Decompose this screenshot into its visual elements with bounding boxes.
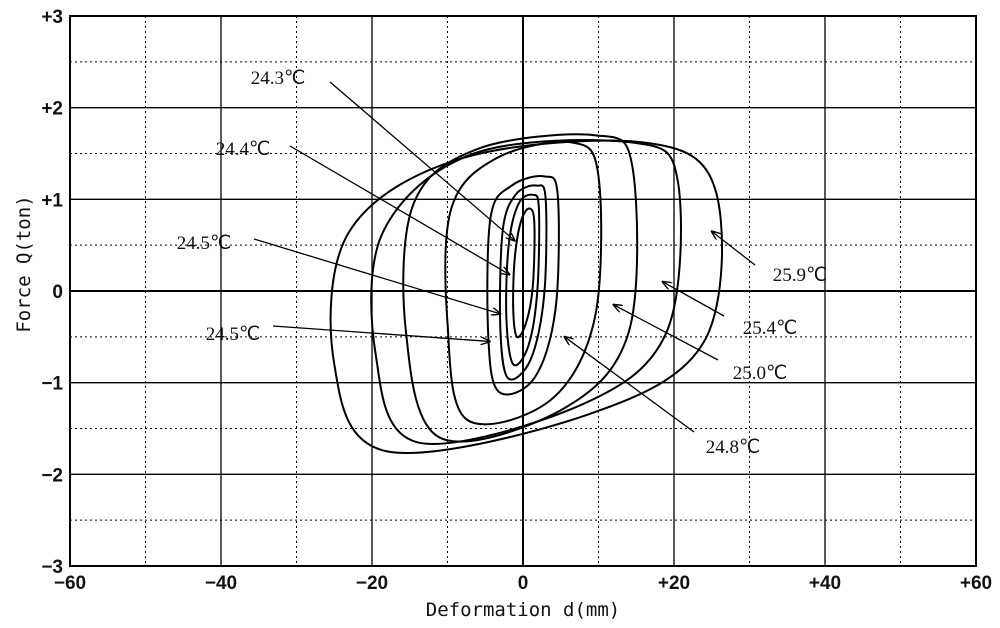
x-tick-label: +20 [658, 573, 690, 594]
x-tick-label: +60 [960, 573, 992, 594]
y-tick-label: 0 [52, 282, 63, 303]
y-tick-label: +3 [41, 7, 63, 28]
series-loop-6 [370, 139, 682, 445]
x-tick-label: −40 [205, 573, 237, 594]
tick-labels: −60 −40 −20 0 +20 +40 +60 +3 +2 +1 0 −1 −2 −3 [41, 7, 992, 594]
annotation-leader [565, 337, 695, 433]
y-tick-label: −3 [41, 557, 63, 578]
series-group [329, 133, 724, 454]
annotation-leader [712, 231, 756, 266]
annotation-label: 25.9℃ [773, 265, 828, 286]
annotation-label: 24.3℃ [251, 68, 306, 89]
series-loop-0 [512, 207, 536, 339]
annotation-leader [329, 81, 515, 241]
series-loop-2 [498, 184, 548, 381]
x-axis-title: Deformation d(mm) [426, 599, 620, 621]
x-tick-label: 0 [518, 573, 529, 594]
annotation-leader [272, 325, 490, 341]
y-axis-title: Force Q(ton) [13, 195, 35, 332]
y-tick-label: +1 [41, 190, 63, 211]
annotation-label: 24.8℃ [706, 437, 761, 458]
annotation-leader [614, 305, 719, 361]
annotation-label: 25.4℃ [743, 318, 798, 339]
plot-frame [69, 15, 977, 567]
grid [70, 16, 976, 566]
annotation-leader [289, 145, 509, 275]
series-loop-5 [402, 133, 639, 443]
y-tick-label: −2 [41, 465, 63, 486]
x-tick-label: −20 [356, 573, 388, 594]
annotation-label: 24.4℃ [216, 139, 271, 160]
y-tick-label: −1 [41, 374, 63, 395]
annotation-label: 24.5℃ [206, 324, 261, 345]
annotation-label: 25.0℃ [733, 363, 788, 384]
annotations: 24.3℃ 24.4℃ 24.5℃ 24.5℃ 24.8℃ 25.0℃ 25.4℃ 25.9℃ [177, 68, 828, 458]
x-tick-label: −60 [54, 573, 86, 594]
annotation-label: 24.5℃ [177, 233, 232, 254]
x-tick-label: +40 [809, 573, 841, 594]
annotation-leader [663, 282, 725, 317]
series-loop-1 [505, 193, 541, 367]
annotation-leader [253, 238, 500, 314]
y-tick-label: +2 [41, 99, 63, 120]
series-loop-7 [329, 139, 724, 454]
